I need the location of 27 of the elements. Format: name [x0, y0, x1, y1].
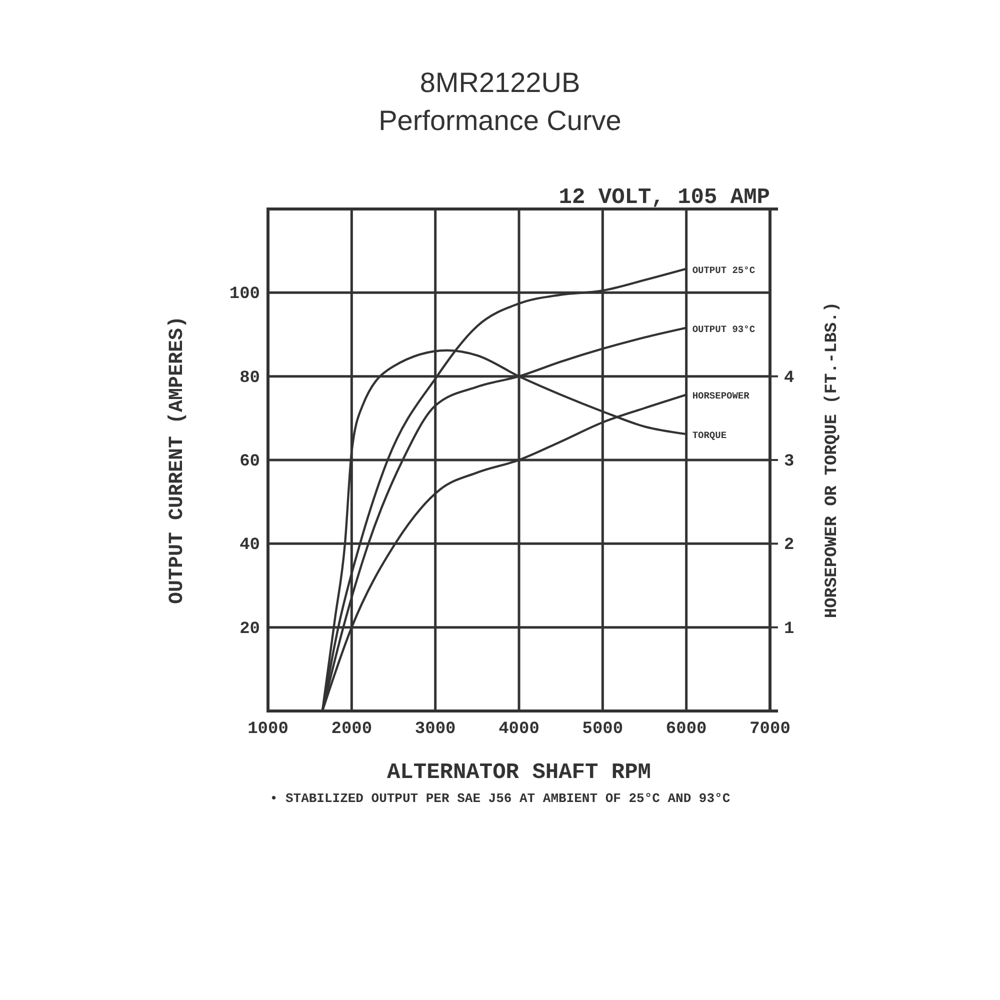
y-tick-label: 80: [240, 368, 260, 388]
y-tick-label: 20: [240, 620, 260, 639]
series-label: OUTPUT 25°C: [692, 264, 756, 276]
y-axis-title: OUTPUT CURRENT (AMPERES): [166, 316, 189, 604]
x-tick-label: 7000: [750, 720, 790, 740]
x-tick-label: 4000: [498, 720, 540, 740]
annotation: 12 VOLT, 105 AMP: [558, 185, 770, 210]
y2-tick-label: 1: [784, 620, 794, 639]
y2-tick-label: 2: [784, 536, 794, 556]
y2-tick-label: 4: [784, 368, 794, 388]
x-tick-label: 2000: [331, 720, 372, 740]
y2-axis-title: HORSEPOWER OR TORQUE (FT.-LBS.): [823, 302, 842, 618]
series-label: OUTPUT 93°C: [692, 324, 756, 335]
series-label: TORQUE: [692, 430, 727, 442]
chart-subtitle: Performance Curve: [378, 105, 622, 136]
x-axis-title: ALTERNATOR SHAFT RPM: [386, 760, 652, 785]
chart-title: 8MR2122UB: [420, 67, 580, 98]
y-tick-label: 40: [240, 536, 260, 556]
x-tick-label: 1000: [248, 720, 288, 740]
text: • STABILIZED OUTPUT PER SAE J56 AT AMBIENT OF 25°C AND 93°C: [270, 791, 730, 806]
x-tick-label: 6000: [666, 720, 707, 740]
x-tick-label: 5000: [582, 720, 624, 740]
y2-tick-label: 3: [784, 452, 794, 472]
y-tick-label: 100: [229, 285, 260, 304]
y-tick-label: 60: [240, 452, 260, 472]
x-tick-label: 3000: [414, 720, 456, 740]
series-label: HORSEPOWER: [692, 390, 750, 402]
